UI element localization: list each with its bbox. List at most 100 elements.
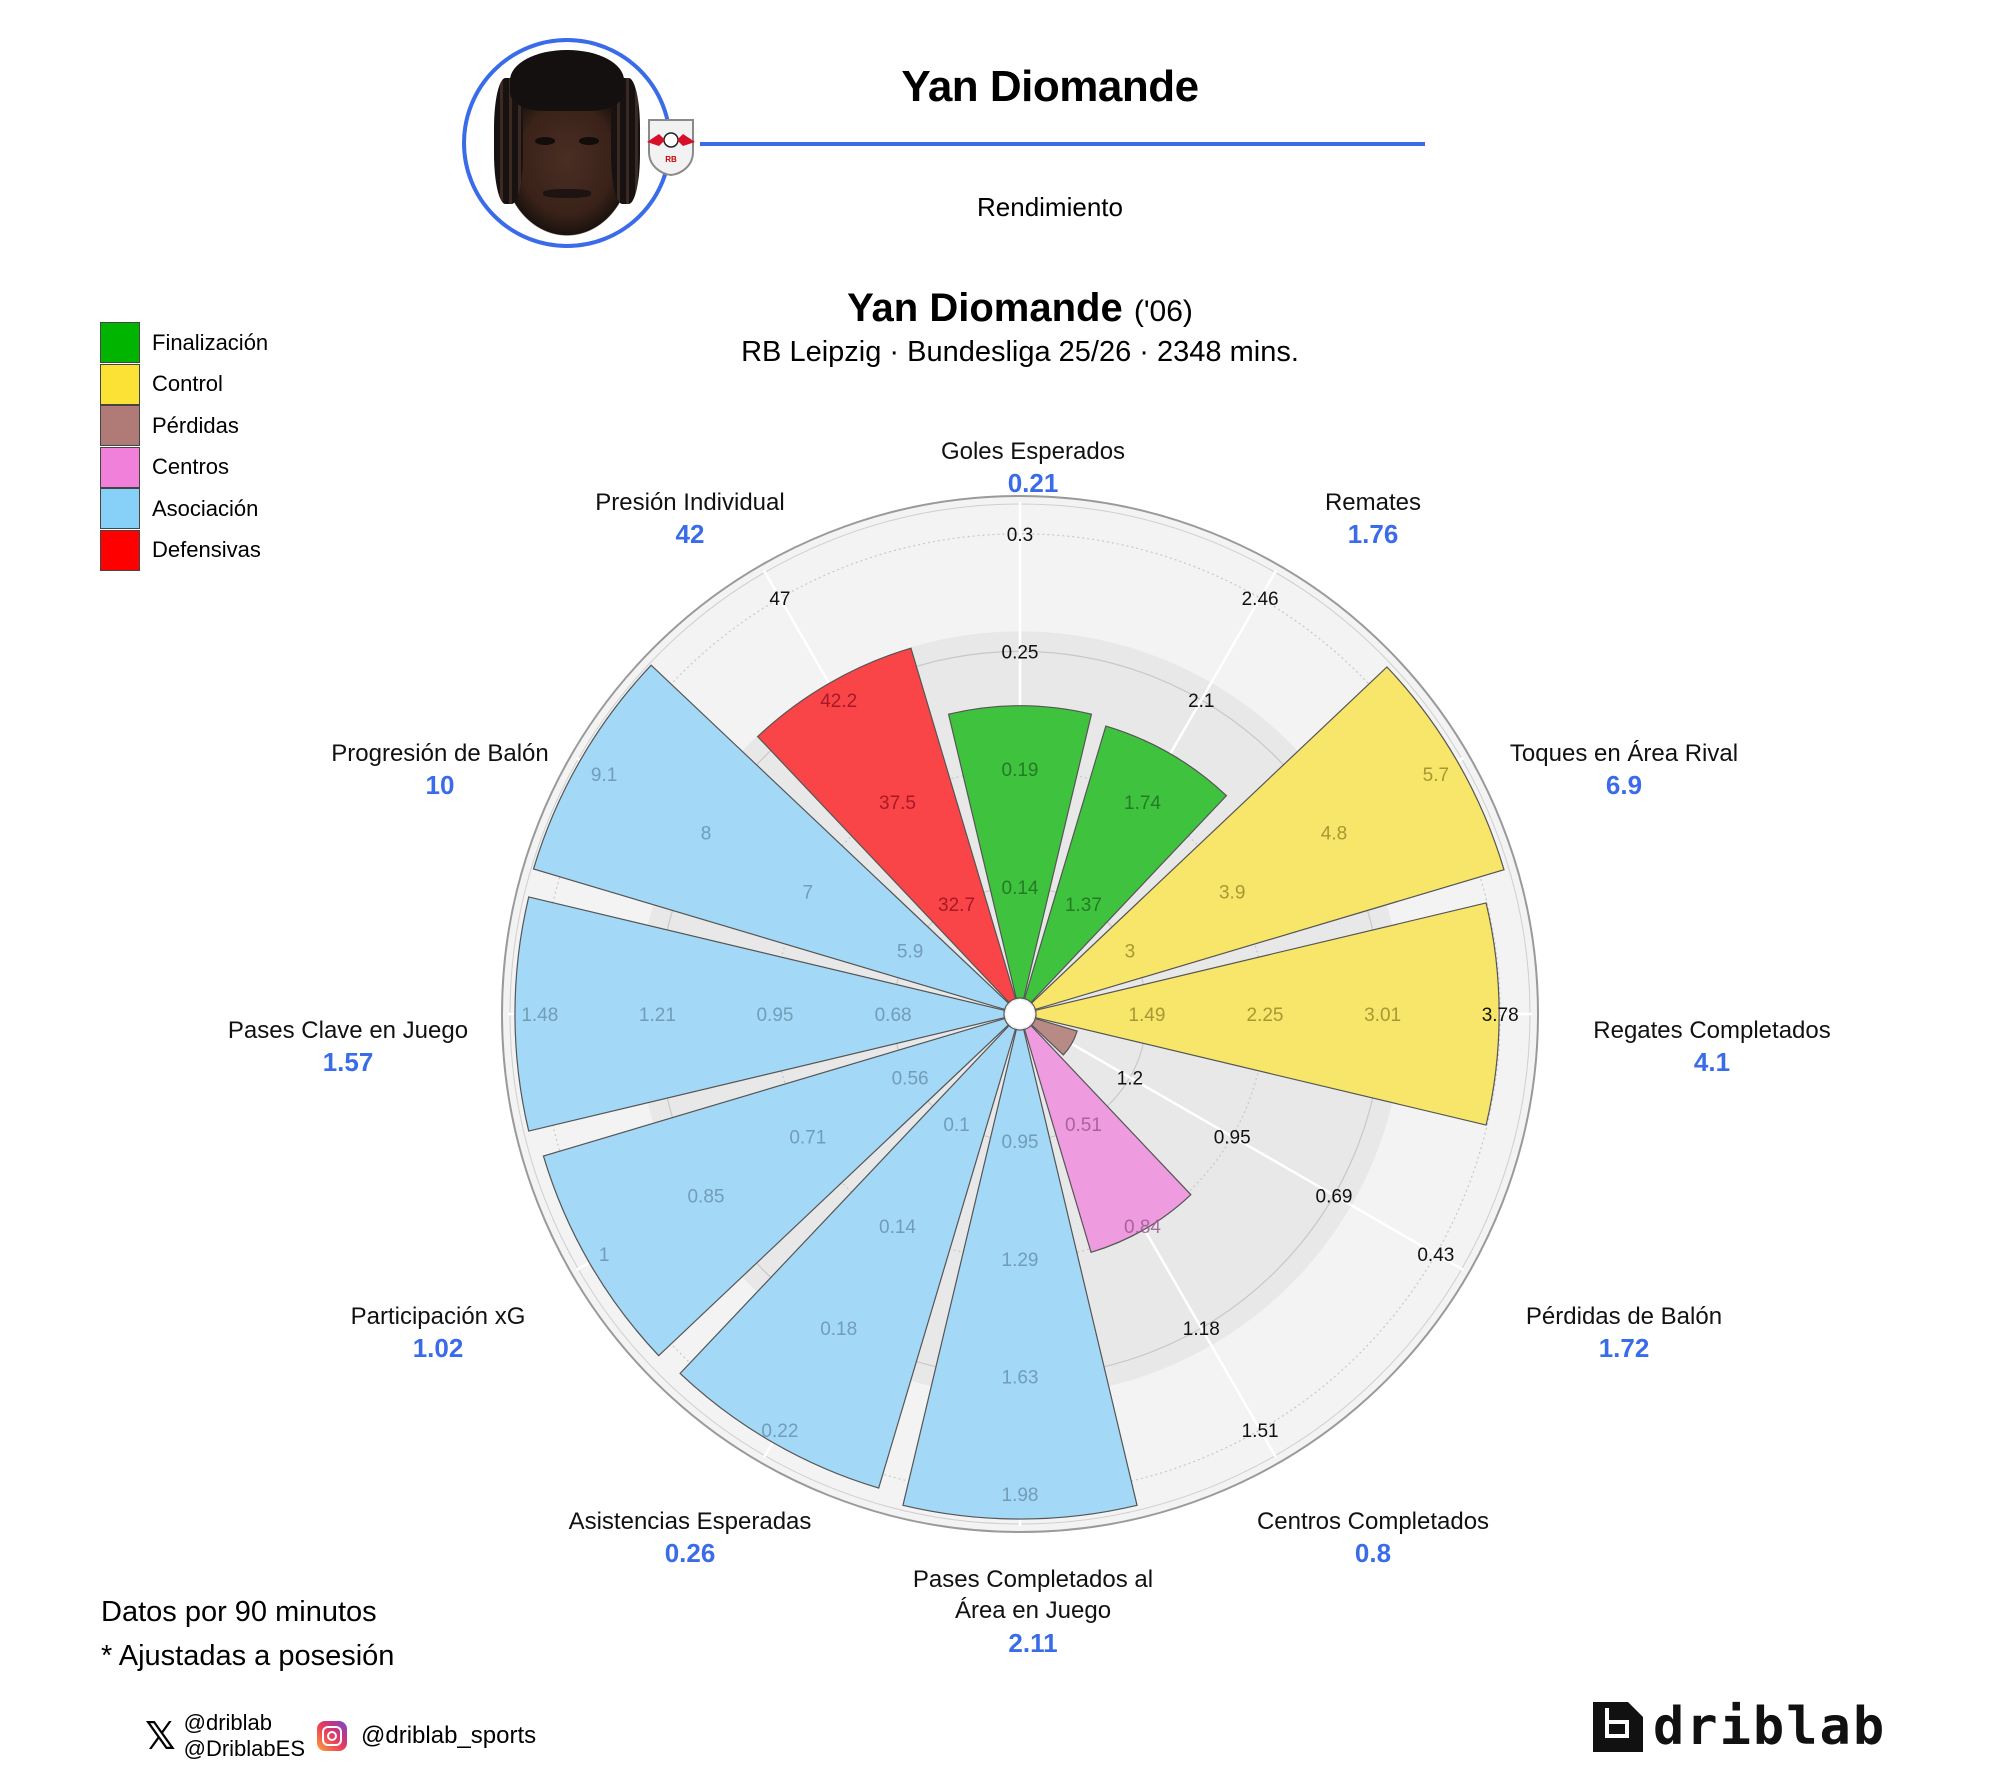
axis-value: 1.76 <box>1348 519 1399 549</box>
axis-tick-label: 3 <box>1125 942 1136 963</box>
x-handles: @driblab @DriblabES <box>184 1710 305 1762</box>
bar-centros-completados[interactable] <box>1023 1024 1192 1254</box>
bar-participaci-n-xg[interactable] <box>542 1017 1010 1357</box>
axis-value: 10 <box>426 770 455 800</box>
photo-eye-right <box>579 136 600 146</box>
axis-tick-label: 0.43 <box>1417 1245 1454 1266</box>
bar-toques-en-rea-rival[interactable] <box>1030 666 1505 1011</box>
legend-item-perdidas: Pérdidas <box>100 405 268 447</box>
svg-text:RB: RB <box>665 155 677 164</box>
bar-regates-completados[interactable] <box>1034 902 1500 1126</box>
axis-tick-label: 0.95 <box>756 1005 793 1026</box>
legend-item-centros: Centros <box>100 446 268 489</box>
legend-label: Asociación <box>152 495 259 521</box>
x-handle-driblab[interactable]: @driblab <box>183 1710 273 1735</box>
axis-tick-label: 1.48 <box>521 1005 558 1026</box>
legend-label: Control <box>152 371 223 397</box>
axis-tick-label: 0.3 <box>1007 525 1033 546</box>
bar-presi-n-individual[interactable] <box>756 647 1017 1004</box>
axis-tick-label: 0.14 <box>879 1217 916 1238</box>
axis-tick-label: 0.84 <box>1124 1217 1161 1238</box>
axis-tick-label: 1 <box>599 1245 610 1266</box>
axis-tick-label: 1.63 <box>1002 1368 1039 1389</box>
axis-tick-label: 32.7 <box>938 895 975 916</box>
axis-tick-label: 2.1 <box>1188 691 1214 712</box>
axis-tick-label: 0.68 <box>875 1005 912 1026</box>
axis-tick-label: 0.18 <box>820 1319 857 1340</box>
driblab-logo: driblab <box>1593 1701 1886 1753</box>
axis-label: Regates Completados <box>1593 1017 1830 1044</box>
legend-swatch <box>100 529 140 571</box>
driblab-logo-icon <box>1593 1702 1643 1752</box>
legend-item-defensivas: Defensivas <box>100 529 268 572</box>
axis-label: Área en Juego <box>955 1597 1111 1624</box>
bar-goles-esperados[interactable] <box>947 705 1093 1000</box>
axis-tick-label: 7 <box>803 882 814 903</box>
player-photo <box>462 38 672 248</box>
axis-tick-label: 0.1 <box>943 1115 969 1136</box>
x-handle-driblabes[interactable]: @DriblabES <box>183 1736 306 1761</box>
axis-tick-label: 0.95 <box>1214 1128 1251 1149</box>
legend-swatch <box>100 446 140 488</box>
axis-tick-label: 0.85 <box>687 1186 724 1207</box>
axis-tick-label: 0.25 <box>1002 642 1039 663</box>
legend-swatch <box>100 363 140 405</box>
bar-asistencias-esperadas[interactable] <box>679 1024 1017 1489</box>
axis-tick-label: 42.2 <box>820 691 857 712</box>
chart-title: Yan Diomande ('06) <box>620 286 1420 331</box>
axis-value: 6.9 <box>1606 770 1642 800</box>
bar-pases-completados-al-rea-en-juego[interactable] <box>902 1028 1138 1520</box>
bar-p-rdidas-de-bal-n[interactable] <box>1030 1017 1078 1056</box>
axis-tick-label: 8 <box>701 824 712 845</box>
legend-swatch <box>100 488 140 530</box>
axis-tick-label: 2.46 <box>1242 589 1279 610</box>
axis-tick-label: 2.25 <box>1247 1005 1284 1026</box>
header-player-name: Yan Diomande <box>901 62 1199 111</box>
axis-tick-label: 37.5 <box>879 793 916 814</box>
axis-value: 42 <box>676 519 705 549</box>
axis-value: 1.57 <box>323 1047 374 1077</box>
axis-value: 0.26 <box>665 1538 716 1568</box>
bar-remates[interactable] <box>1023 725 1228 1004</box>
axis-label: Pases Completados al <box>913 1566 1153 1593</box>
header-divider-line <box>700 142 1425 146</box>
footnote-possession-adjusted: * Ajustadas a posesión <box>101 1640 395 1672</box>
axis-value: 4.1 <box>1694 1047 1730 1077</box>
axis-tick-label: 0.19 <box>1002 760 1039 781</box>
club-crest-icon: RB <box>647 119 695 176</box>
legend-label: Centros <box>152 454 230 480</box>
photo-mouth <box>542 189 592 198</box>
x-twitter-icon: 𝕏 <box>145 1714 176 1758</box>
axis-tick-label: 1.18 <box>1183 1319 1220 1340</box>
axis-tick-label: 0.71 <box>789 1128 826 1149</box>
instagram-handle[interactable]: @driblab_sports <box>361 1722 537 1749</box>
axis-label: Centros Completados <box>1257 1508 1489 1535</box>
axis-tick-label: 47 <box>769 589 790 610</box>
social-handles: 𝕏 @driblab @DriblabES @driblab_sports <box>145 1710 536 1762</box>
axis-tick-label: 0.51 <box>1065 1115 1102 1136</box>
axis-tick-label: 1.74 <box>1124 793 1161 814</box>
axis-tick-label: 1.49 <box>1128 1005 1165 1026</box>
legend: Finalización Control Pérdidas Centros As… <box>100 322 268 571</box>
chart-center <box>1006 1000 1034 1028</box>
legend-label: Pérdidas <box>152 412 239 438</box>
axis-value: 1.72 <box>1599 1333 1650 1363</box>
axis-tick-label: 1.98 <box>1002 1485 1039 1506</box>
axis-tick-label: 3.78 <box>1482 1005 1519 1026</box>
axis-tick-label: 0.95 <box>1002 1132 1039 1153</box>
axis-tick-label: 5.9 <box>897 942 923 963</box>
footnote-per-90: Datos por 90 minutos <box>101 1596 377 1628</box>
axis-tick-label: 0.69 <box>1316 1186 1353 1207</box>
axis-label: Pérdidas de Balón <box>1526 1303 1722 1330</box>
bar-pases-clave-en-juego[interactable] <box>514 896 1006 1132</box>
axis-value: 0.21 <box>1008 468 1059 498</box>
axis-value: 2.11 <box>1008 1628 1057 1658</box>
bar-progresi-n-de-bal-n[interactable] <box>532 664 1010 1011</box>
photo-eye-left <box>534 136 555 146</box>
axis-tick-label: 0.14 <box>1002 878 1039 899</box>
axis-label: Pases Clave en Juego <box>228 1017 468 1044</box>
axis-label: Toques en Área Rival <box>1510 740 1738 767</box>
axis-tick-label: 3.01 <box>1364 1005 1401 1026</box>
axis-tick-label: 4.8 <box>1321 824 1347 845</box>
